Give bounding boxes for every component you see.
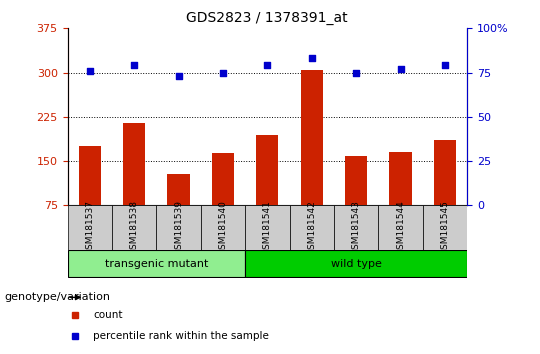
Bar	[256, 135, 279, 205]
Text: GSM181545: GSM181545	[441, 200, 449, 255]
Bar	[123, 123, 145, 205]
Bar	[389, 152, 411, 205]
Bar	[379, 205, 423, 250]
Text: wild type: wild type	[330, 259, 382, 269]
Text: GSM181542: GSM181542	[307, 200, 316, 255]
Bar	[167, 174, 190, 205]
Text: GSM181540: GSM181540	[218, 200, 227, 255]
Text: GSM181538: GSM181538	[130, 200, 139, 255]
Text: count: count	[93, 310, 123, 320]
Bar	[212, 153, 234, 205]
Text: GSM181543: GSM181543	[352, 200, 361, 255]
Bar	[345, 156, 367, 205]
Bar	[301, 70, 323, 205]
Point	[130, 63, 138, 68]
Title: GDS2823 / 1378391_at: GDS2823 / 1378391_at	[186, 11, 348, 24]
Bar	[334, 205, 379, 250]
Bar	[112, 205, 156, 250]
Point	[307, 56, 316, 61]
Bar	[289, 205, 334, 250]
Bar	[245, 205, 289, 250]
Text: GSM181541: GSM181541	[263, 200, 272, 255]
Bar	[68, 250, 245, 277]
Point	[263, 63, 272, 68]
Point	[174, 73, 183, 79]
Bar	[79, 146, 101, 205]
Bar	[68, 205, 112, 250]
Text: transgenic mutant: transgenic mutant	[105, 259, 208, 269]
Point	[85, 68, 94, 74]
Point	[396, 66, 405, 72]
Bar	[434, 141, 456, 205]
Text: GSM181544: GSM181544	[396, 200, 405, 255]
Bar	[156, 205, 201, 250]
Point	[219, 70, 227, 75]
Bar	[201, 205, 245, 250]
Text: GSM181539: GSM181539	[174, 200, 183, 255]
Point	[441, 63, 449, 68]
Text: genotype/variation: genotype/variation	[4, 292, 110, 302]
Bar	[423, 205, 467, 250]
Text: GSM181537: GSM181537	[85, 200, 94, 255]
Text: percentile rank within the sample: percentile rank within the sample	[93, 331, 269, 341]
Bar	[245, 250, 467, 277]
Point	[352, 70, 360, 75]
